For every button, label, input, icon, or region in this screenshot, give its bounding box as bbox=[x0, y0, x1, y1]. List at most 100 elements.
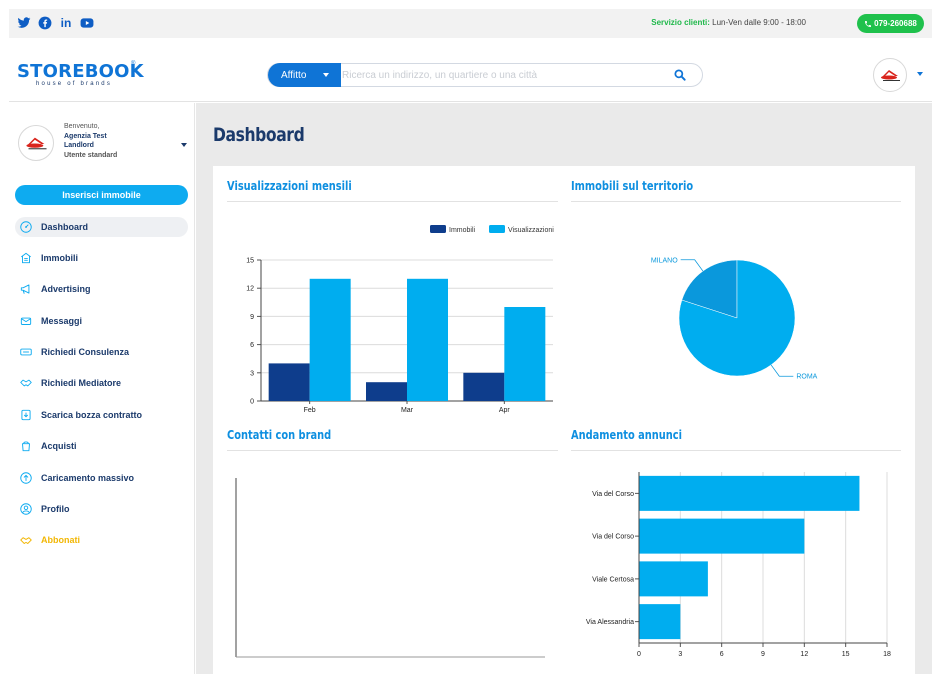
sidebar-item-acquisti[interactable]: Acquisti bbox=[15, 436, 188, 456]
sidebar-item-label: Immobili bbox=[41, 253, 79, 263]
user-menu[interactable]: Benvenuto, Agenzia Test Landlord Utente … bbox=[18, 119, 187, 163]
bar-visualizzazioni-mar bbox=[407, 278, 448, 401]
download-contract-icon bbox=[21, 409, 31, 421]
user-name-line1: Agenzia Test bbox=[64, 133, 107, 140]
youtube-icon[interactable] bbox=[80, 16, 94, 30]
sidebar-item-richiedi-mediatore[interactable]: Richiedi Mediatore bbox=[15, 373, 188, 393]
chevron-down-icon[interactable] bbox=[181, 143, 187, 147]
linkedin-icon[interactable]: in bbox=[60, 16, 72, 30]
panel-divider bbox=[227, 201, 558, 202]
legend-label-immobili: Immobili bbox=[449, 227, 476, 234]
profile-icon bbox=[20, 503, 32, 515]
user-role: Utente standard bbox=[64, 152, 118, 159]
y-tick-label: Via del Corso bbox=[592, 491, 634, 498]
y-tick-label: 3 bbox=[250, 370, 254, 377]
territory-pie-chart: MILANO ROMA bbox=[651, 257, 818, 381]
x-tick-label: 18 bbox=[883, 651, 891, 658]
top-bar: in Servizio clienti: Lun-Ven dalle 9:00 … bbox=[9, 9, 932, 38]
bar-visualizzazioni-feb bbox=[309, 278, 351, 401]
search-bar: Affitto bbox=[267, 63, 703, 87]
x-tick-label: 0 bbox=[637, 651, 641, 658]
facebook-icon[interactable] bbox=[38, 16, 52, 30]
legend-swatch-immobili bbox=[430, 225, 446, 233]
x-tick-label: 3 bbox=[678, 651, 682, 658]
sidebar-item-abbonati[interactable]: Abbonati bbox=[15, 530, 188, 550]
y-tick-label: 15 bbox=[246, 258, 254, 265]
sidebar: Benvenuto, Agenzia Test Landlord Utente … bbox=[9, 103, 195, 674]
main-content: Dashboard Visualizzazioni mensili Immobi… bbox=[196, 103, 932, 674]
dashboard-icon bbox=[20, 221, 32, 233]
pie-label-milano: MILANO bbox=[651, 257, 678, 264]
bar-via-del-corso bbox=[639, 518, 805, 554]
brand-contacts-chart bbox=[235, 478, 545, 658]
phone-number: 079-260688 bbox=[874, 19, 917, 28]
y-tick-label: Via del Corso bbox=[592, 534, 634, 541]
phone-icon bbox=[865, 20, 872, 27]
panel-title-brand-contacts: Contatti con brand bbox=[227, 428, 332, 442]
y-tick-label: 9 bbox=[250, 314, 254, 321]
sidebar-item-advertising[interactable]: Advertising bbox=[15, 279, 188, 299]
bar-visualizzazioni-apr bbox=[504, 307, 546, 401]
twitter-icon[interactable] bbox=[17, 16, 31, 30]
sidebar-item-profilo[interactable]: Profilo bbox=[15, 499, 188, 519]
sidebar-item-scarica-bozza-contratto[interactable]: Scarica bozza contratto bbox=[15, 405, 188, 425]
account-menu-caret-icon[interactable] bbox=[917, 72, 923, 76]
legend-swatch-visualizzazioni bbox=[489, 225, 505, 233]
service-label: Servizio clienti: bbox=[651, 18, 710, 27]
logo-tagline: house of brands bbox=[36, 81, 113, 87]
x-tick-label: Mar bbox=[401, 407, 414, 414]
dashboard-card: Visualizzazioni mensili Immobili sul ter… bbox=[213, 166, 915, 674]
panel-title-territory: Immobili sul territorio bbox=[571, 179, 694, 193]
phone-button[interactable]: 079-260688 bbox=[857, 14, 924, 33]
account-avatar[interactable] bbox=[873, 58, 907, 92]
consult-icon bbox=[20, 348, 32, 356]
megaphone-icon bbox=[20, 284, 30, 294]
upload-icon bbox=[20, 472, 32, 484]
handshake-icon bbox=[20, 379, 32, 387]
pie-label-roma: ROMA bbox=[796, 374, 817, 381]
y-tick-label: 0 bbox=[250, 399, 254, 406]
search-icon[interactable] bbox=[673, 68, 687, 82]
sidebar-item-label: Profilo bbox=[41, 504, 70, 514]
y-tick-label: 12 bbox=[246, 286, 254, 293]
sidebar-item-label: Acquisti bbox=[41, 441, 77, 451]
subscribe-icon bbox=[20, 537, 32, 544]
bar-viale-certosa bbox=[639, 561, 708, 597]
bar-immobili-apr bbox=[463, 372, 505, 401]
message-icon bbox=[20, 317, 32, 325]
search-type-dropdown[interactable]: Affitto bbox=[268, 63, 341, 87]
y-tick-label: Via Alessandria bbox=[586, 619, 634, 626]
bar-immobili-feb bbox=[268, 363, 310, 401]
y-tick-label: Viale Certosa bbox=[592, 576, 634, 583]
user-avatar bbox=[18, 125, 54, 161]
building-icon bbox=[21, 252, 31, 264]
sidebar-item-messaggi[interactable]: Messaggi bbox=[15, 311, 188, 331]
sidebar-item-immobili[interactable]: Immobili bbox=[15, 248, 188, 268]
user-name-line2: Landlord bbox=[64, 142, 94, 149]
insert-property-button[interactable]: Inserisci immobile bbox=[15, 185, 188, 205]
pie-leader-line bbox=[680, 259, 704, 272]
search-input[interactable] bbox=[342, 68, 662, 83]
logo[interactable]: STOREBOOK bbox=[17, 61, 144, 82]
sidebar-item-label: Abbonati bbox=[41, 535, 80, 545]
service-hours: Lun-Ven dalle 9:00 - 18:00 bbox=[709, 18, 806, 27]
sidebar-item-caricamento-massivo[interactable]: Caricamento massivo bbox=[15, 468, 188, 488]
agency-logo-icon bbox=[26, 137, 47, 150]
listings-trend-chart: 0 3 6 9 12 15 18 Via del Corso Via del Corso Vial… bbox=[586, 472, 891, 658]
sidebar-item-label: Messaggi bbox=[41, 316, 83, 326]
pie-leader-line bbox=[770, 364, 794, 377]
sidebar-item-richiedi-consulenza[interactable]: Richiedi Consulenza bbox=[15, 342, 188, 362]
panel-title-monthly-views: Visualizzazioni mensili bbox=[227, 179, 352, 193]
y-tick-label: 6 bbox=[250, 342, 254, 349]
sidebar-item-label: Richiedi Mediatore bbox=[41, 378, 122, 388]
panel-divider bbox=[227, 450, 558, 451]
page-title: Dashboard bbox=[213, 124, 305, 146]
sidebar-item-dashboard[interactable]: Dashboard bbox=[15, 217, 188, 237]
sidebar-item-label: Caricamento massivo bbox=[41, 473, 135, 483]
sidebar-item-label: Dashboard bbox=[41, 222, 89, 232]
x-tick-label: 9 bbox=[761, 651, 765, 658]
agency-logo-icon bbox=[881, 70, 900, 81]
monthly-views-chart: 0 3 6 9 12 15 Feb Mar Apr Immobili Visualizzazioni bbox=[246, 225, 554, 414]
panel-title-listings-trend: Andamento annunci bbox=[571, 428, 682, 442]
sidebar-item-label: Richiedi Consulenza bbox=[41, 347, 130, 357]
